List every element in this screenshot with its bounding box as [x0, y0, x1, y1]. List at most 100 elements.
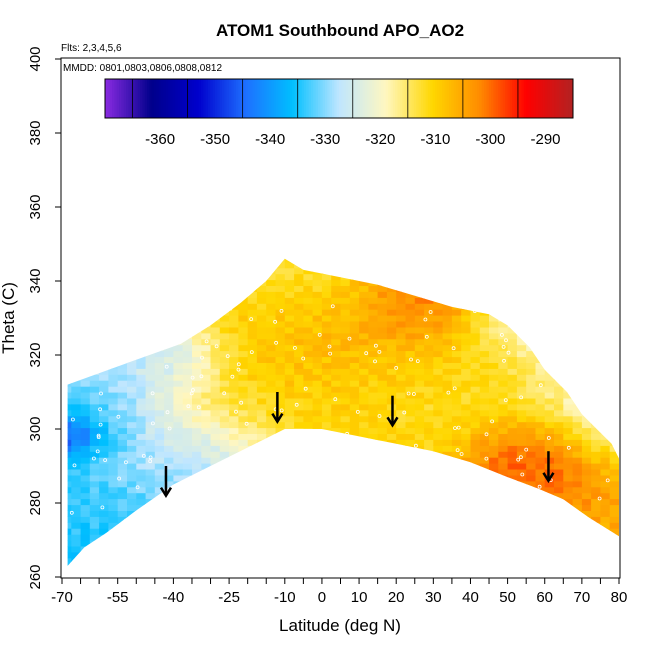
heatmap-cell — [229, 380, 239, 387]
heatmap-cell — [71, 392, 82, 399]
heatmap-cell — [312, 279, 323, 286]
heatmap-cell — [609, 486, 620, 494]
heatmap-cell — [414, 350, 425, 358]
heatmap-cell — [489, 522, 499, 529]
heatmap-cell — [89, 427, 100, 434]
heatmap-cell — [572, 344, 583, 352]
heatmap-cell — [581, 516, 592, 523]
heatmap-cell — [554, 445, 564, 452]
heatmap-cell — [201, 258, 212, 263]
heatmap-cell — [321, 433, 332, 440]
heatmap-cell — [256, 368, 267, 375]
heatmap-cell — [229, 563, 239, 566]
heatmap-cell — [266, 380, 277, 387]
heatmap-cell — [71, 415, 82, 423]
heatmap-cell — [89, 326, 100, 334]
heatmap-cell — [331, 427, 342, 434]
heatmap-cell — [424, 356, 434, 363]
heatmap-cell — [470, 258, 481, 263]
heatmap-cell — [80, 392, 91, 399]
heatmap-cell — [609, 557, 620, 565]
heatmap-cell — [591, 303, 601, 310]
heatmap-cell — [340, 540, 351, 547]
heatmap-cell — [591, 504, 601, 511]
heatmap-cell — [433, 409, 444, 417]
heatmap-cell — [489, 563, 499, 566]
heatmap-cell — [424, 545, 434, 553]
heatmap-cell — [303, 303, 314, 310]
colorbar-segment — [182, 79, 186, 118]
heatmap-cell — [544, 445, 555, 452]
heatmap-cell — [256, 326, 267, 334]
heatmap-cell — [405, 368, 416, 375]
heatmap-cell — [340, 261, 351, 269]
heatmap-cell — [396, 480, 407, 488]
colorbar-segment — [163, 79, 167, 118]
heatmap-cell — [535, 516, 546, 523]
heatmap-cell — [219, 261, 230, 269]
sample-point — [96, 435, 101, 440]
heatmap-cell — [99, 528, 109, 535]
heatmap-cell — [600, 492, 611, 500]
heatmap-cell — [229, 528, 239, 535]
heatmap-cell — [145, 551, 156, 559]
heatmap-cell — [368, 338, 379, 346]
heatmap-cell — [526, 309, 537, 316]
heatmap-cell — [340, 545, 351, 553]
heatmap-cell — [451, 386, 462, 393]
heatmap-cell — [544, 545, 555, 553]
heatmap-cell — [80, 439, 91, 446]
heatmap-cell — [99, 267, 109, 275]
heatmap-cell — [405, 545, 416, 553]
heatmap-cell — [256, 545, 267, 553]
colorbar-segment — [561, 79, 565, 118]
heatmap-cell — [433, 445, 444, 452]
heatmap-cell — [609, 445, 620, 452]
heatmap-cell — [470, 356, 481, 363]
heatmap-cell — [67, 528, 72, 535]
heatmap-cell — [80, 540, 91, 547]
heatmap-cell — [600, 433, 611, 440]
heatmap-cell — [247, 321, 258, 328]
heatmap-cell — [609, 469, 620, 476]
colorbar-segment — [137, 79, 141, 118]
heatmap-cell — [563, 297, 574, 304]
heatmap-cell — [396, 415, 407, 423]
heatmap-cell — [201, 480, 212, 488]
heatmap-cell — [145, 285, 156, 292]
heatmap-cell — [470, 545, 481, 553]
heatmap-cell — [479, 534, 490, 541]
heatmap-cell — [331, 368, 342, 375]
heatmap-cell — [396, 516, 407, 523]
heatmap-cell — [229, 338, 239, 346]
heatmap-cell — [247, 557, 258, 565]
heatmap-cell — [377, 279, 388, 286]
heatmap-cell — [229, 439, 239, 446]
heatmap-cell — [284, 427, 295, 434]
heatmap-cell — [405, 415, 416, 423]
heatmap-cell — [284, 492, 295, 500]
heatmap-cell — [451, 528, 462, 535]
heatmap-cell — [368, 261, 379, 269]
heatmap-cell — [117, 451, 128, 458]
heatmap-cell — [108, 368, 119, 375]
heatmap-cell — [414, 551, 425, 559]
heatmap-cell — [238, 297, 249, 304]
heatmap-cell — [433, 380, 444, 387]
heatmap-cell — [516, 504, 527, 511]
heatmap-cell — [368, 285, 379, 292]
heatmap-cell — [349, 486, 360, 494]
heatmap-cell — [192, 504, 202, 511]
heatmap-cell — [340, 510, 351, 517]
heatmap-cell — [99, 457, 109, 464]
heatmap-cell — [349, 433, 360, 440]
heatmap-cell — [535, 338, 546, 346]
heatmap-cell — [266, 273, 277, 281]
heatmap-cell — [275, 273, 286, 281]
heatmap-cell — [219, 297, 230, 304]
heatmap-cell — [609, 397, 620, 405]
heatmap-cell — [99, 510, 109, 517]
heatmap-cell — [256, 397, 267, 405]
heatmap-cell — [80, 433, 91, 440]
heatmap-cell — [433, 291, 444, 298]
